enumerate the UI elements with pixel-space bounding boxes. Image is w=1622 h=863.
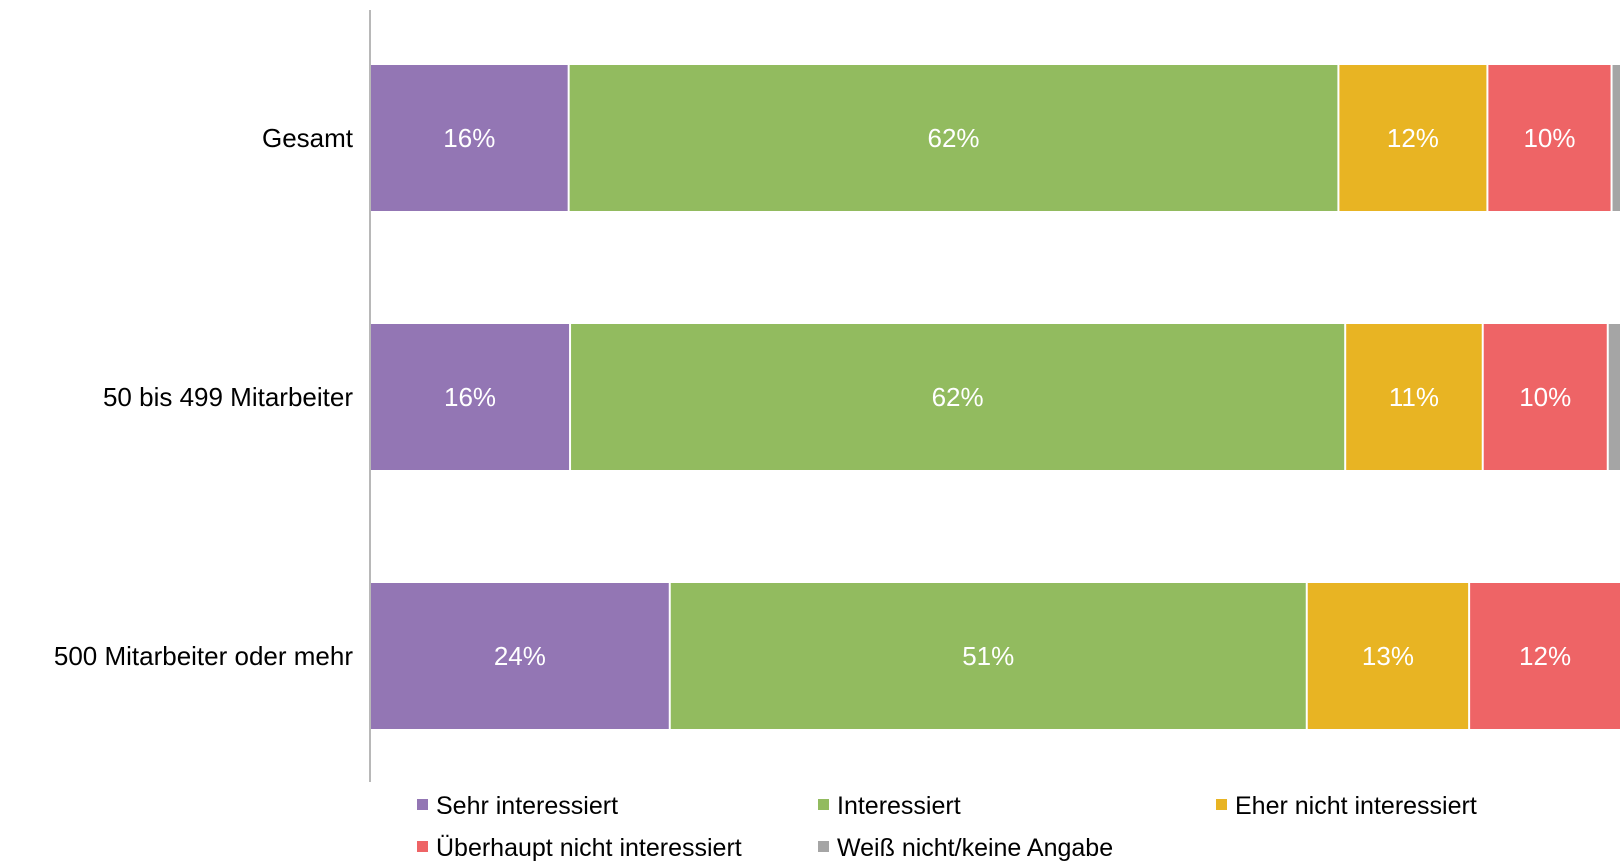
legend-label-weiß-nicht-keine-angabe: Weiß nicht/keine Angabe (837, 834, 1113, 862)
bar-überhaupt-nicht-interessiert-500-mitarbeiter-oder-mehr (1470, 583, 1620, 729)
data-label-interessiert-500-mitarbeiter-oder-mehr: 51% (962, 641, 1014, 671)
data-label-überhaupt-nicht-interessiert-500-mitarbeiter-oder-mehr: 12% (1519, 641, 1571, 671)
bar-eher-nicht-interessiert-500-mitarbeiter-oder-mehr (1307, 583, 1469, 729)
bar-überhaupt-nicht-interessiert-50-bis-499-mitarbeiter (1483, 324, 1607, 470)
bar-interessiert-50-bis-499-mitarbeiter (571, 324, 1345, 470)
legend-label-interessiert: Interessiert (837, 792, 961, 820)
data-label-eher-nicht-interessiert-gesamt: 12% (1387, 123, 1439, 153)
bar-eher-nicht-interessiert-50-bis-499-mitarbeiter (1346, 324, 1482, 470)
bar-weiß-nicht-keine-angabe-50-bis-499-mitarbeiter (1608, 324, 1620, 470)
legend-label-sehr-interessiert: Sehr interessiert (436, 792, 618, 820)
legend: Sehr interessiert Interessiert Eher nicht … (417, 792, 1477, 862)
data-label-überhaupt-nicht-interessiert-50-bis-499-mitarbeiter: 10% (1519, 382, 1571, 412)
legend-swatch-weiß-nicht-keine-angabe (818, 841, 829, 852)
legend-label-überhaupt-nicht-interessiert: Überhaupt nicht interessiert (436, 834, 742, 862)
category-labels: Gesamt 50 bis 499 Mitarbeiter 500 Mitarbei… (54, 123, 354, 671)
data-label-eher-nicht-interessiert-50-bis-499-mitarbeiter: 11% (1389, 382, 1439, 412)
legend-label-eher-nicht-interessiert: Eher nicht interessiert (1235, 792, 1477, 820)
data-label-interessiert-50-bis-499-mitarbeiter: 62% (932, 382, 984, 412)
data-label-überhaupt-nicht-interessiert-gesamt: 10% (1523, 123, 1575, 153)
legend-swatch-interessiert (818, 799, 829, 810)
data-label-sehr-interessiert-gesamt: 16% (443, 123, 495, 153)
category-label-500-mitarbeiter-oder-mehr: 500 Mitarbeiter oder mehr (54, 641, 353, 671)
category-label-gesamt: Gesamt (262, 123, 354, 153)
legend-swatch-sehr-interessiert (417, 799, 428, 810)
bar-interessiert-500-mitarbeiter-oder-mehr (670, 583, 1306, 729)
bar-interessiert-gesamt (569, 65, 1338, 211)
bar-weiß-nicht-keine-angabe-gesamt (1612, 65, 1620, 211)
bars-group: 16% 62% 12% 10% 16% 62% 11% 10% 24% 51% 13% 12% (371, 65, 1620, 729)
legend-swatch-überhaupt-nicht-interessiert (417, 841, 428, 852)
data-label-sehr-interessiert-50-bis-499-mitarbeiter: 16% (444, 382, 496, 412)
legend-swatch-eher-nicht-interessiert (1216, 799, 1227, 810)
data-label-interessiert-gesamt: 62% (928, 123, 980, 153)
bar-sehr-interessiert-gesamt (371, 65, 568, 211)
data-label-eher-nicht-interessiert-500-mitarbeiter-oder-mehr: 13% (1362, 641, 1414, 671)
bar-sehr-interessiert-500-mitarbeiter-oder-mehr (371, 583, 669, 729)
bar-überhaupt-nicht-interessiert-gesamt (1488, 65, 1611, 211)
category-label-50-bis-499-mitarbeiter: 50 bis 499 Mitarbeiter (103, 382, 353, 412)
bar-eher-nicht-interessiert-gesamt (1339, 65, 1487, 211)
data-label-sehr-interessiert-500-mitarbeiter-oder-mehr: 24% (494, 641, 546, 671)
bar-sehr-interessiert-50-bis-499-mitarbeiter (371, 324, 570, 470)
